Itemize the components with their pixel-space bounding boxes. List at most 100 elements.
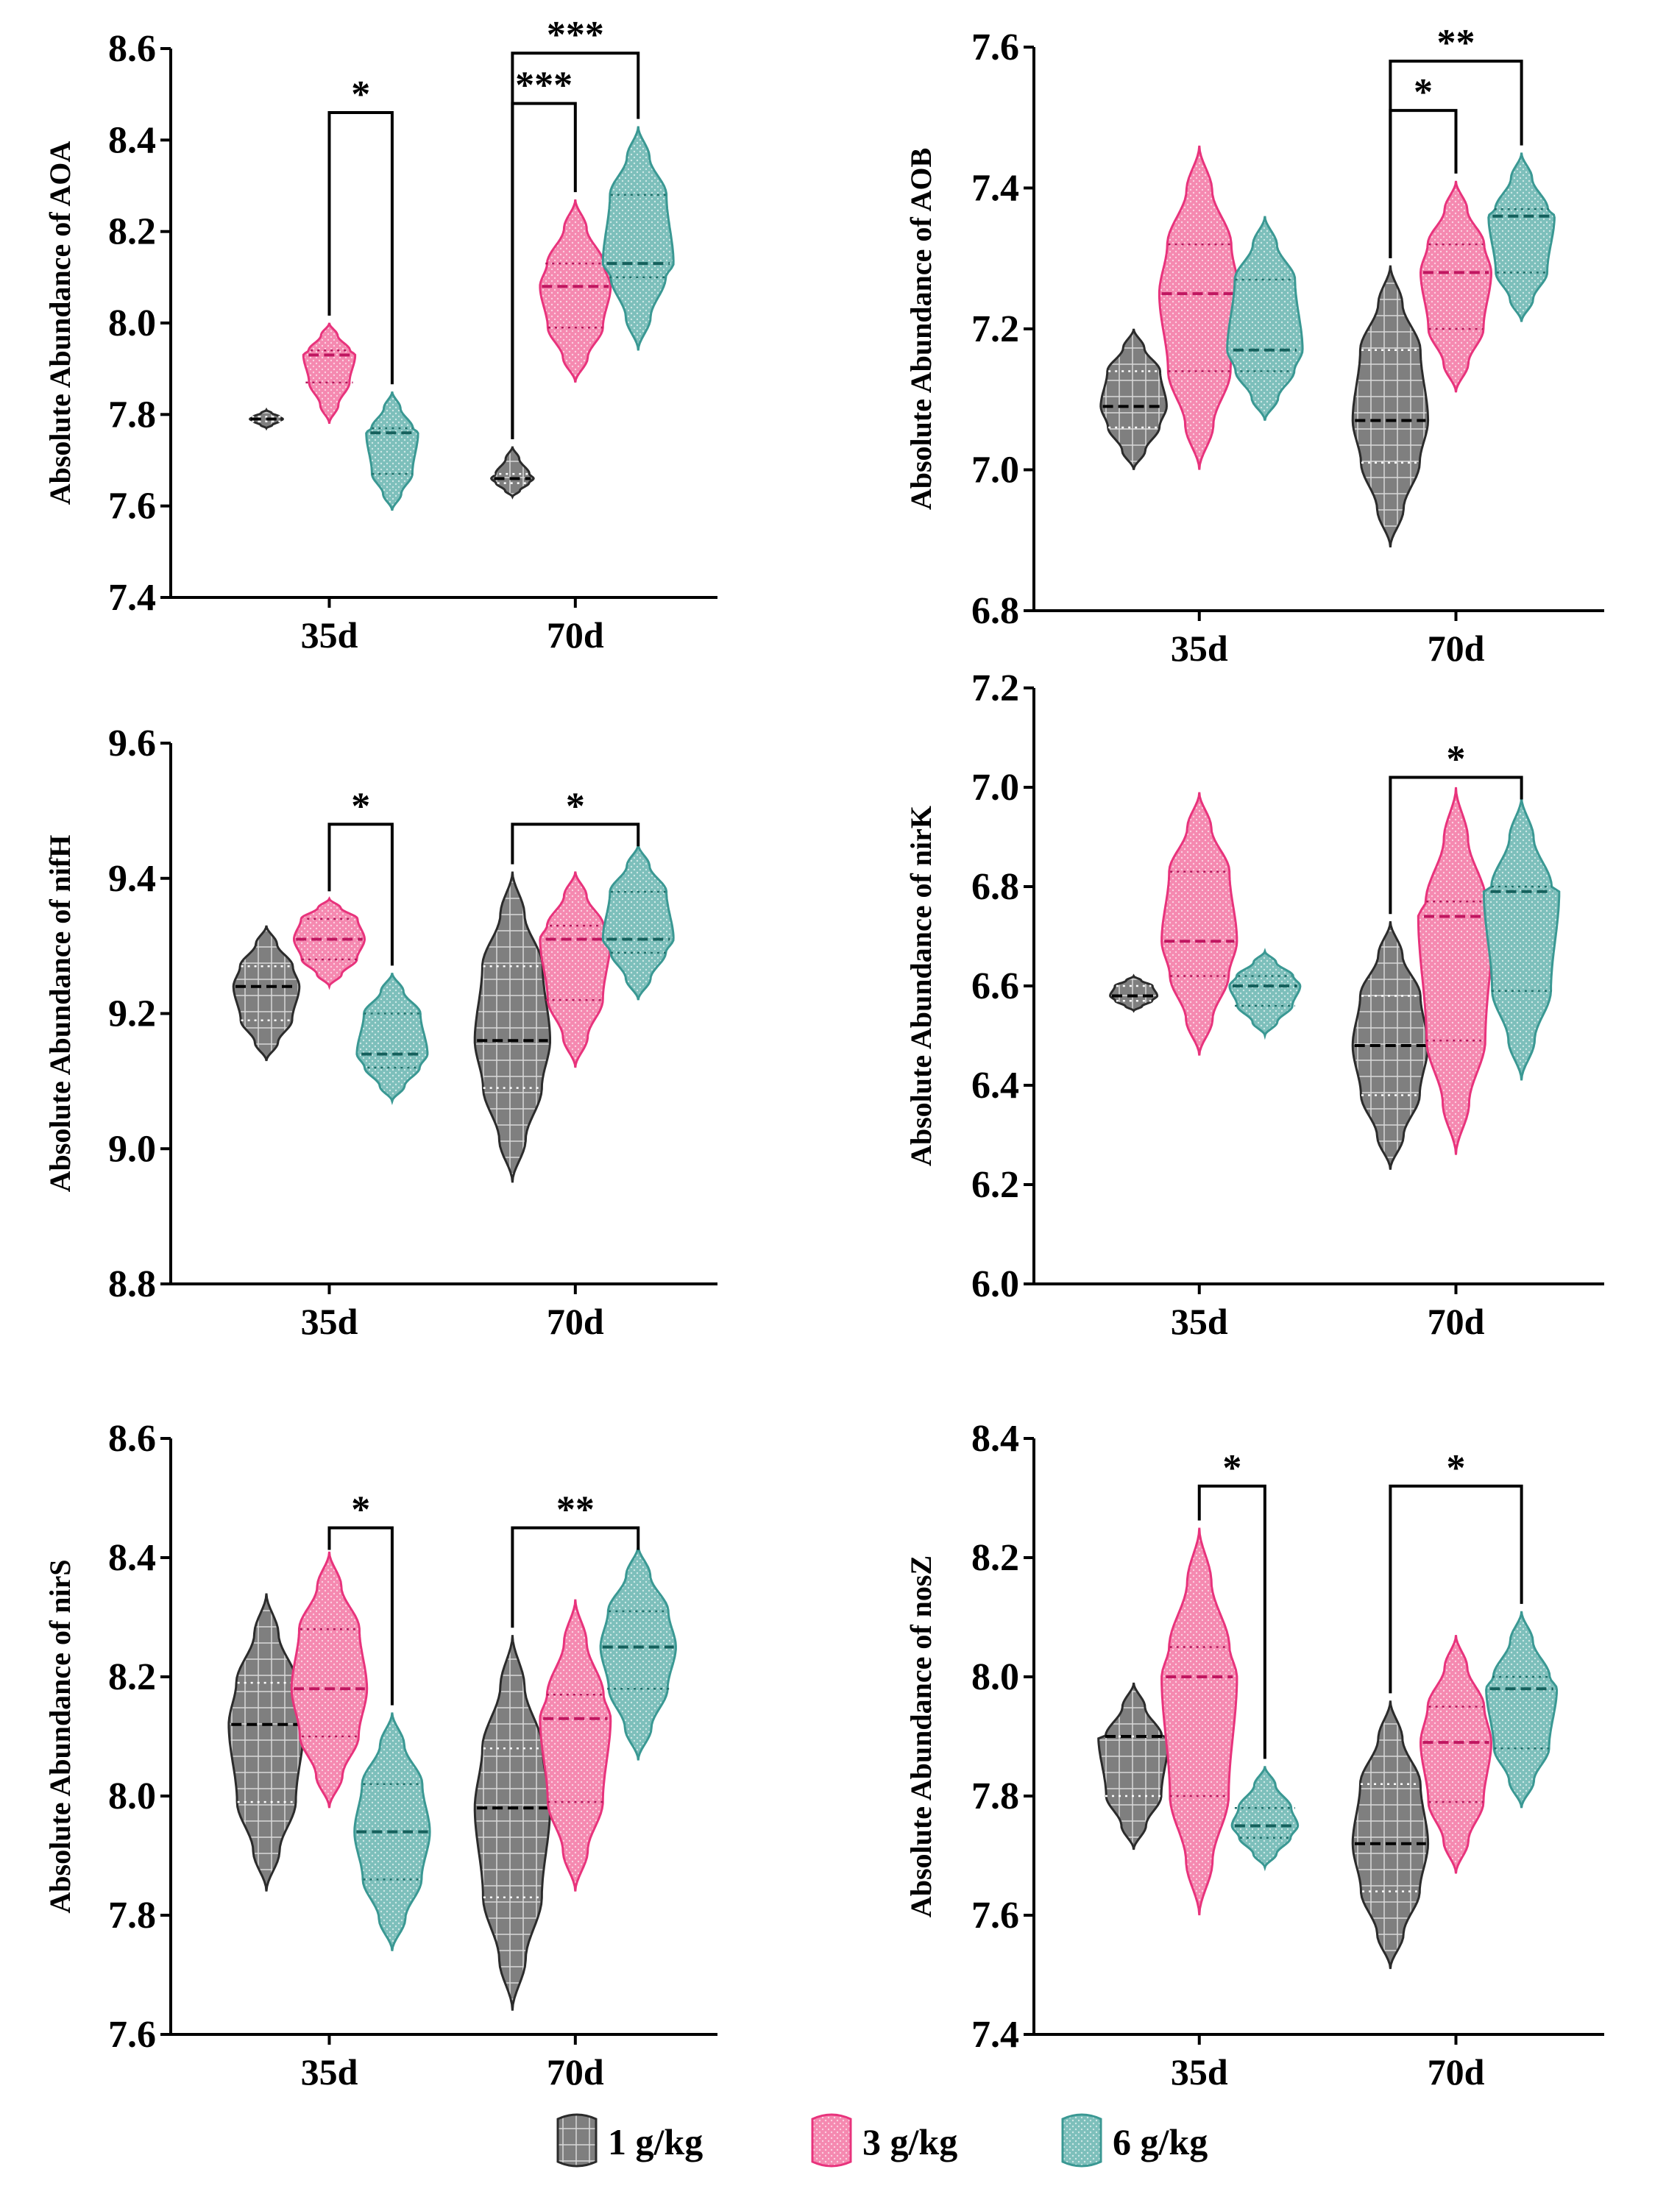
nifh-x-tick-label-70d: 70d — [547, 1301, 604, 1342]
aob-significance-1-label: ** — [1437, 22, 1475, 64]
aoa-y-axis-label: Absolute Abundance of AOA — [43, 141, 77, 505]
panel-aob: 6.8 7.0 7.2 7.4 7.6 35d 70d Absolute Abundance … — [904, 22, 1604, 669]
nirk-x-tick-label-35d: 35d — [1171, 1301, 1228, 1342]
nirs-y-tick-label: 7.8 — [108, 1895, 156, 1937]
nirk-violin-1-g-kg-70d — [1351, 921, 1430, 1170]
aoa-violin-6-g-kg-35d — [365, 391, 419, 511]
nosz-x-tick-label-70d: 70d — [1428, 2051, 1485, 2093]
nosz-y-tick-label: 8.2 — [971, 1537, 1019, 1579]
nirk-y-tick-label: 6.2 — [971, 1164, 1019, 1206]
aob-violin-1-g-kg-70d — [1351, 265, 1430, 547]
aob-y-tick-label: 6.8 — [971, 590, 1019, 632]
nirk-x-tick-label-70d: 70d — [1428, 1301, 1485, 1342]
aob-violin-1-g-kg-70d-body — [1351, 265, 1430, 547]
nifh-x-tick-label-35d: 35d — [301, 1301, 358, 1342]
nirk-violin-1-g-kg-35d-body — [1109, 973, 1159, 1013]
nifh-y-tick-label: 9.2 — [108, 993, 156, 1035]
nifh-significance-0-bracket — [327, 823, 394, 966]
aoa-x-tick-label-35d: 35d — [301, 614, 358, 656]
nirs-x-tick-label-35d: 35d — [301, 2051, 358, 2093]
nosz-y-tick-label: 8.4 — [971, 1418, 1019, 1460]
aoa-significance-0-bracket — [327, 111, 394, 385]
legend-label-6gkg: 6 g/kg — [1113, 2121, 1208, 2162]
aob-y-axis-label: Absolute Abundance of AOB — [904, 148, 938, 510]
panel-nirk: 6.0 6.2 6.4 6.6 6.8 7.0 7.2 35d 70d Absolute Abun… — [904, 667, 1604, 1342]
nosz-violin-6-g-kg-35d-body — [1230, 1766, 1300, 1872]
nirk-violin-6-g-kg-70d — [1482, 797, 1561, 1081]
nirk-y-tick-label: 6.6 — [971, 965, 1019, 1007]
nirs-violin-3-g-kg-70d — [539, 1599, 612, 1892]
aoa-violin-6-g-kg-35d-body — [365, 391, 419, 511]
nirk-y-tick-label: 7.2 — [971, 667, 1019, 709]
nosz-significance-0-bracket — [1197, 1484, 1266, 1759]
legend-swatch-1gkg — [556, 2113, 598, 2168]
aoa-significance-2-bracket — [511, 52, 640, 439]
nosz-violin-3-g-kg-35d — [1160, 1527, 1238, 1916]
nifh-violin-6-g-kg-70d — [601, 844, 675, 1001]
aoa-y-tick-label: 8.6 — [108, 28, 156, 70]
nifh-y-tick-label: 8.8 — [108, 1263, 156, 1305]
legend-label-1gkg: 1 g/kg — [608, 2121, 703, 2162]
aoa-violin-6-g-kg-70d — [601, 126, 675, 351]
aob-violin-3-g-kg-35d-body — [1158, 145, 1241, 470]
legend-entry-1gkg: 1 g/kg — [556, 2113, 703, 2168]
nifh-violin-3-g-kg-35d — [293, 896, 366, 990]
legend-entry-6gkg: 6 g/kg — [1061, 2113, 1208, 2168]
nirs-violin-1-g-kg-35d-body — [227, 1593, 305, 1892]
aob-y-tick-label: 7.2 — [971, 308, 1019, 350]
aoa-significance-0-label: * — [351, 74, 370, 116]
nifh-violin-3-g-kg-35d-body — [293, 896, 366, 990]
aoa-x-tick-label-70d: 70d — [547, 614, 604, 656]
legend-swatch-6gkg — [1061, 2113, 1102, 2168]
aoa-significance-2-label: *** — [547, 14, 604, 56]
nosz-x-tick-label-35d: 35d — [1171, 2051, 1228, 2093]
aob-x-tick-label-35d: 35d — [1171, 628, 1228, 669]
nifh-significance-1-bracket — [511, 823, 640, 865]
nirs-violin-6-g-kg-70d — [599, 1545, 677, 1761]
nosz-y-tick-label: 7.6 — [971, 1895, 1019, 1937]
nirk-y-axis-label: Absolute Abundance of nirK — [904, 806, 938, 1166]
nosz-violin-1-g-kg-70d — [1351, 1700, 1430, 1970]
nosz-y-axis-label: Absolute Abundance of nosZ — [904, 1555, 938, 1917]
nosz-violin-3-g-kg-70d-body — [1419, 1635, 1493, 1874]
nosz-y-tick-label: 7.8 — [971, 1775, 1019, 1817]
aob-significance-1-bracket — [1389, 60, 1523, 258]
nirk-y-tick-label: 6.4 — [971, 1065, 1019, 1107]
legend-swatch-3gkg — [811, 2113, 852, 2168]
nifh-violin-6-g-kg-35d — [355, 973, 429, 1105]
nirs-violin-6-g-kg-70d-body — [599, 1545, 677, 1761]
nirk-significance-0-label: * — [1447, 739, 1466, 781]
aob-violin-1-g-kg-35d-body — [1099, 328, 1168, 470]
nirs-violin-1-g-kg-70d-body — [473, 1635, 552, 2011]
nifh-significance-0-label: * — [351, 785, 370, 827]
aob-violin-6-g-kg-35d — [1226, 216, 1304, 421]
aoa-violin-1-g-kg-35d — [248, 407, 285, 431]
nifh-y-tick-label: 9.0 — [108, 1128, 156, 1170]
nosz-significance-1-label: * — [1447, 1447, 1466, 1489]
nifh-violin-1-g-kg-35d — [232, 925, 301, 1062]
nirs-violin-3-g-kg-35d — [290, 1551, 369, 1809]
aoa-y-tick-label: 7.4 — [108, 577, 156, 619]
nosz-violin-1-g-kg-35d — [1097, 1682, 1171, 1850]
aob-y-tick-label: 7.4 — [971, 168, 1019, 210]
nifh-y-tick-label: 9.6 — [108, 723, 156, 764]
legend: 1 g/kg 3 g/kg 6 g/kg — [556, 2113, 1208, 2168]
aoa-y-tick-label: 8.4 — [108, 119, 156, 161]
aob-violin-6-g-kg-35d-body — [1226, 216, 1304, 421]
legend-entry-3gkg: 3 g/kg — [811, 2113, 957, 2168]
aoa-violin-3-g-kg-70d — [539, 199, 612, 383]
nirk-violin-6-g-kg-70d-body — [1482, 797, 1561, 1081]
nosz-violin-6-g-kg-70d-body — [1485, 1611, 1559, 1809]
aoa-violin-3-g-kg-70d-body — [539, 199, 612, 383]
nosz-violin-3-g-kg-35d-body — [1160, 1527, 1238, 1916]
nirs-violin-1-g-kg-70d — [473, 1635, 552, 2011]
nosz-violin-6-g-kg-35d — [1230, 1766, 1300, 1872]
nirs-y-axis-label: Absolute Abundance of nirS — [43, 1559, 77, 1913]
panel-nosz: 7.4 7.6 7.8 8.0 8.2 8.4 35d 70d Absolute Abundan… — [904, 1418, 1604, 2093]
nirs-y-tick-label: 8.6 — [108, 1418, 156, 1460]
nirs-x-tick-label-70d: 70d — [547, 2051, 604, 2093]
nirs-violin-3-g-kg-35d-body — [290, 1551, 369, 1809]
nirk-y-tick-label: 6.8 — [971, 866, 1019, 908]
nifh-y-tick-label: 9.4 — [108, 858, 156, 900]
